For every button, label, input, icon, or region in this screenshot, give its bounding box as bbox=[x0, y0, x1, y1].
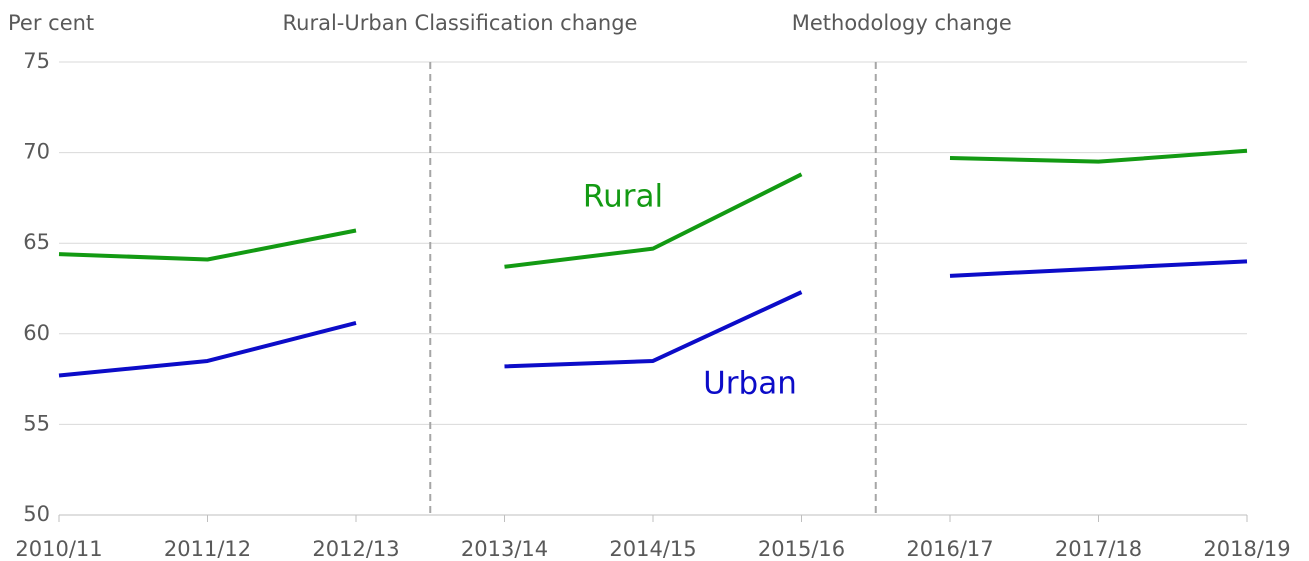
line-series bbox=[949, 259, 1248, 278]
y-tick-label: 75 bbox=[23, 49, 50, 73]
x-tick-label: 2017/18 bbox=[1055, 537, 1142, 561]
y-axis-label: Per cent bbox=[8, 11, 94, 35]
x-tick-label: 2011/12 bbox=[164, 537, 251, 561]
x-tick-label: 2010/11 bbox=[15, 537, 102, 561]
x-tick-label: 2018/19 bbox=[1203, 537, 1290, 561]
y-tick-label: 60 bbox=[23, 321, 50, 345]
y-tick-label: 65 bbox=[23, 230, 50, 254]
line-series bbox=[504, 290, 803, 369]
x-tick-label: 2016/17 bbox=[906, 537, 993, 561]
y-tick-label: 50 bbox=[23, 502, 50, 526]
line-series bbox=[58, 320, 357, 378]
series-label: Rural bbox=[583, 179, 663, 215]
y-tick-label: 55 bbox=[23, 411, 50, 435]
line-series bbox=[949, 148, 1248, 164]
annotation: Methodology change bbox=[792, 11, 1012, 35]
y-tick-label: 70 bbox=[23, 140, 50, 164]
series-label: Urban bbox=[703, 366, 797, 402]
line-series bbox=[504, 172, 803, 269]
line-series bbox=[58, 228, 357, 262]
x-tick-label: 2012/13 bbox=[312, 537, 399, 561]
x-tick-label: 2014/15 bbox=[609, 537, 696, 561]
x-tick-label: 2015/16 bbox=[758, 537, 845, 561]
annotation: Rural-Urban Classification change bbox=[283, 11, 638, 35]
x-tick-label: 2013/14 bbox=[461, 537, 548, 561]
